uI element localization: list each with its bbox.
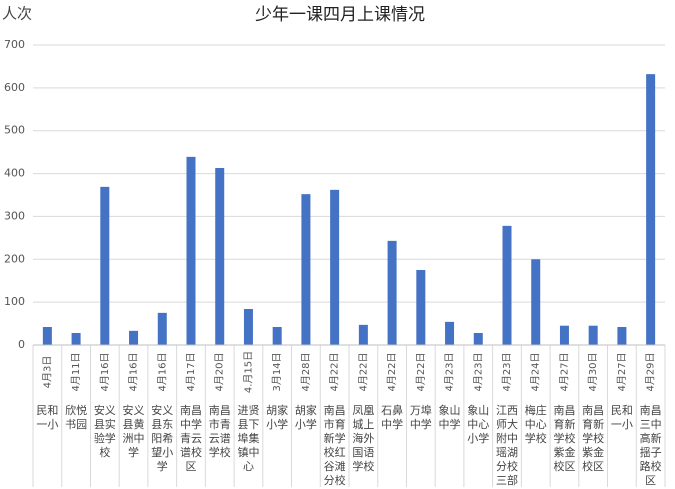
bar [387, 240, 397, 345]
x-date-label: 4月22日 [415, 352, 427, 391]
x-date-label: 4月27日 [558, 352, 570, 391]
x-date-label: 3月14日 [271, 352, 283, 391]
x-tick-label: 石鼻中学 [381, 404, 404, 431]
y-axis-label: 人次 [2, 5, 32, 23]
bar [330, 189, 340, 345]
x-tick-label: 南昌中学青云谱校区 [180, 404, 202, 473]
x-tick-label: 胡家小学 [266, 404, 289, 431]
bar [301, 194, 311, 345]
bar [42, 327, 52, 345]
bar [473, 333, 483, 345]
bar [157, 312, 167, 345]
bar [531, 259, 541, 345]
bar [617, 327, 627, 345]
bar [445, 321, 455, 345]
x-date-label: 4月22日 [357, 352, 369, 391]
bar [646, 74, 656, 346]
x-tick-label: 安义县实验学校 [93, 404, 116, 459]
x-tick-label: 江西师大附中瑶湖分校三部 [496, 404, 518, 487]
y-tick-label: 0 [18, 338, 25, 351]
bar [502, 225, 512, 345]
bar [186, 156, 196, 345]
x-date-label: 4月28日 [300, 352, 312, 391]
x-date-label: 4月24日 [530, 352, 542, 391]
x-date-label: 4月17日 [185, 352, 197, 391]
y-tick-label: 100 [4, 295, 25, 308]
x-date-label: 4月22日 [329, 352, 341, 391]
x-date-label: 4月20日 [214, 352, 226, 391]
x-tick-label: 凤凰城上海外国语学校 [352, 404, 375, 473]
chart-title: 少年一课四月上课情况 [255, 5, 425, 25]
bar [559, 325, 569, 345]
x-date-label: 4月3日 [41, 356, 53, 389]
x-date-label: 4月29日 [645, 352, 657, 391]
x-tick-label: 安义县东阳希望小学 [151, 404, 174, 473]
x-tick-label: 进贤县下埠集镇中心 [237, 404, 260, 473]
x-tick-label: 民和一小 [610, 404, 633, 431]
x-tick-label: 胡家小学 [294, 404, 317, 431]
bar [129, 330, 139, 345]
x-tick-label: 南昌三中高新揺子路校区 [639, 404, 662, 487]
x-date-label: 4月23日 [501, 352, 513, 391]
x-date-label: 4月30日 [587, 352, 599, 391]
x-tick-label: 安义县黄洲中学 [122, 404, 145, 459]
x-date-label: 4月23日 [444, 352, 456, 391]
y-tick-label: 200 [4, 252, 25, 265]
x-tick-label: 象山中学 [438, 404, 461, 431]
y-tick-label: 400 [4, 167, 25, 180]
x-tick-label: 民和一小 [36, 404, 59, 431]
x-tick-label: 南昌市育新学校红谷滩分校 [323, 404, 346, 487]
x-tick-label: 万埠中学 [409, 404, 432, 431]
bar [358, 324, 368, 345]
bar [588, 325, 598, 345]
bar [215, 168, 225, 345]
y-tick-label: 500 [4, 124, 25, 137]
x-date-label: 4月16日 [99, 352, 111, 391]
y-tick-label: 600 [4, 81, 25, 94]
x-tick-label: 欣悦书园 [65, 404, 88, 431]
x-date-label: 4月22日 [386, 352, 398, 391]
bar [71, 333, 81, 345]
x-date-label: 4月23日 [472, 352, 484, 391]
x-date-label: 4月27日 [616, 352, 628, 391]
y-tick-label: 300 [4, 209, 25, 222]
bar [243, 309, 253, 345]
bar [272, 327, 282, 345]
x-date-label: 4月16日 [156, 352, 168, 391]
x-tick-label: 南昌市青云谱学校 [208, 404, 231, 459]
x-tick-label: 南昌育新学校紫金校区 [582, 404, 605, 473]
y-tick-label: 700 [4, 38, 25, 51]
x-date-label: 4月11日 [70, 352, 82, 391]
x-tick-label: 梅庄中心学校 [524, 404, 547, 445]
x-date-label: 4月16日 [128, 352, 140, 391]
x-tick-label: 南昌育新学校紫金校区 [553, 404, 576, 473]
x-tick-label: 象山中心小学 [467, 404, 490, 445]
bar [100, 186, 110, 345]
x-date-label: 4.月15日 [242, 351, 254, 393]
bar [416, 270, 426, 345]
